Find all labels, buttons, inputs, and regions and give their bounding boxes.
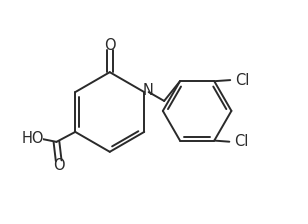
Text: O: O (104, 38, 116, 53)
Text: Cl: Cl (234, 134, 249, 149)
Text: Cl: Cl (235, 73, 249, 88)
Text: N: N (143, 84, 153, 99)
Text: O: O (53, 158, 64, 173)
Text: HO: HO (22, 131, 44, 146)
